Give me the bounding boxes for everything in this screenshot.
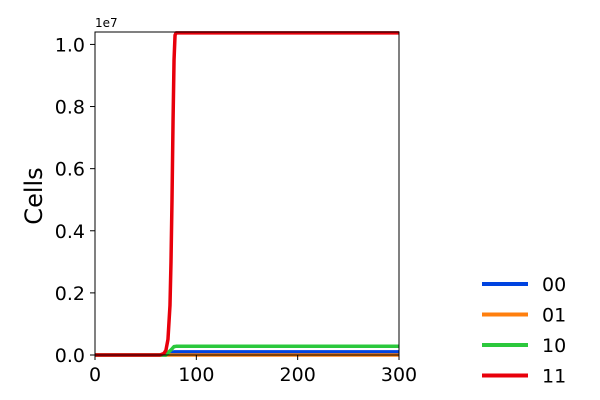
y-tick-label: 0.0 xyxy=(55,345,85,367)
y-offset-text: 1e7 xyxy=(95,16,118,30)
legend: 00 01 10 11 xyxy=(482,274,566,388)
legend-label-00: 00 xyxy=(542,274,566,296)
plot-frame xyxy=(94,31,400,356)
y-tick-label: 1.0 xyxy=(55,34,85,56)
y-axis: 0.0 0.2 0.4 0.6 0.8 1.0 xyxy=(55,34,95,367)
y-tick-label: 0.4 xyxy=(55,221,85,243)
legend-label-10: 10 xyxy=(542,335,566,357)
legend-label-01: 01 xyxy=(542,305,566,327)
x-axis: 0 100 200 300 xyxy=(89,355,417,386)
y-tick-label: 0.6 xyxy=(55,159,85,181)
legend-label-11: 11 xyxy=(542,366,566,388)
plot-lines xyxy=(95,31,399,357)
x-tick-label: 300 xyxy=(381,364,417,386)
x-tick-label: 200 xyxy=(280,364,316,386)
y-tick-label: 0.2 xyxy=(55,283,85,305)
y-tick-label: 0.8 xyxy=(55,97,85,119)
x-tick-label: 100 xyxy=(178,364,214,386)
series-line-11 xyxy=(95,31,399,357)
y-axis-label: Cells xyxy=(20,167,48,224)
x-tick-label: 0 xyxy=(89,364,101,386)
